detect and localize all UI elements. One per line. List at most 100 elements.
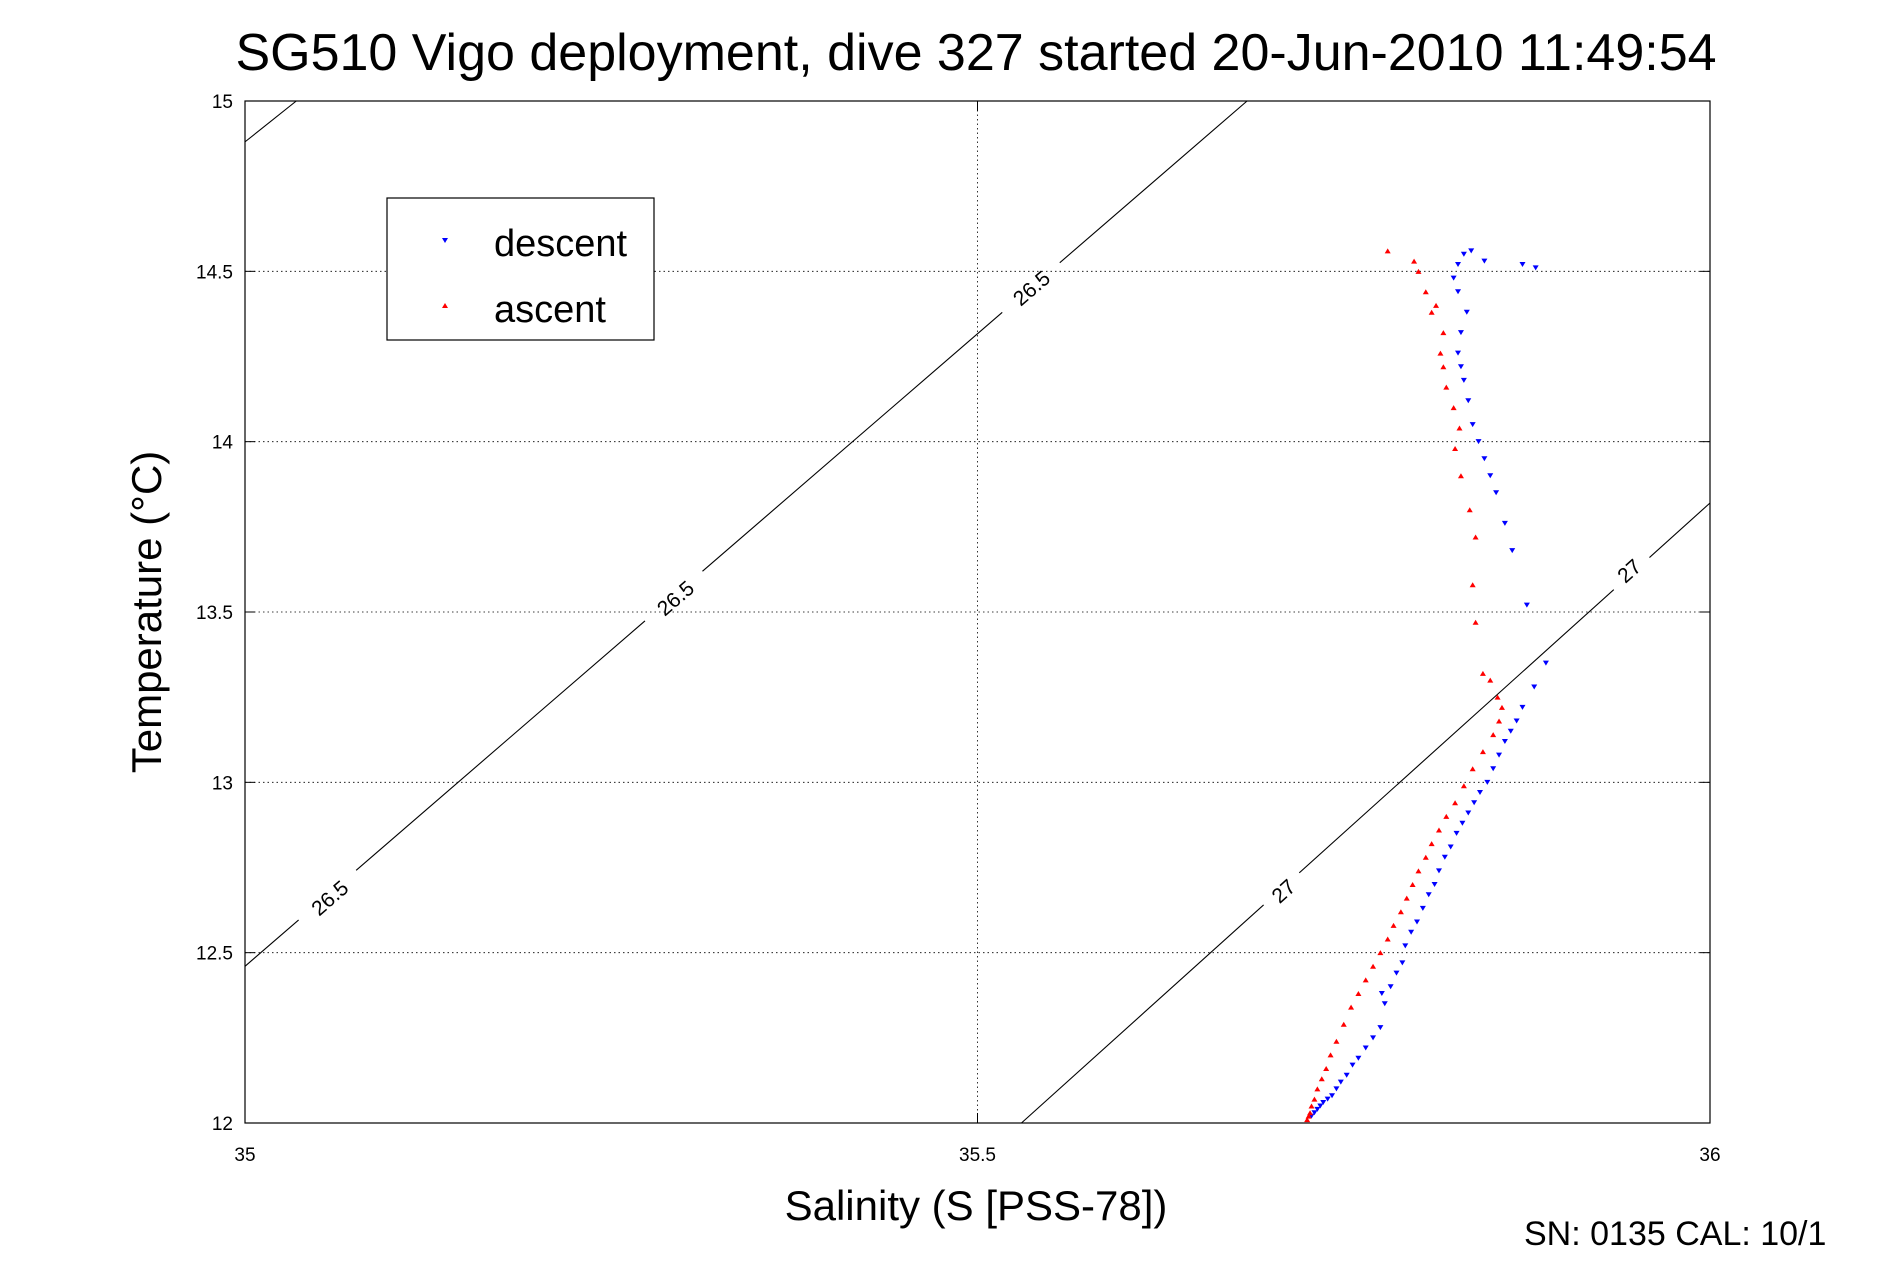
descent-point xyxy=(1519,704,1526,710)
ascent-point xyxy=(1457,473,1464,479)
legend-descent-label: descent xyxy=(494,223,628,265)
descent-point xyxy=(1447,844,1454,850)
descent-point xyxy=(1317,1103,1324,1109)
ascent-point xyxy=(1422,854,1429,860)
density-contour-line xyxy=(244,100,297,143)
legend-ascent-marker xyxy=(442,303,448,308)
y-tick-label: 15 xyxy=(212,92,233,113)
ascent-point xyxy=(1450,405,1457,411)
contour-label: 26.5 xyxy=(307,876,353,920)
chart-title: SG510 Vigo deployment, dive 327 started … xyxy=(235,24,1716,82)
ascent-point xyxy=(1460,783,1467,789)
y-tick-label: 12.5 xyxy=(196,944,233,965)
descent-point xyxy=(1362,1045,1369,1051)
descent-point xyxy=(1493,490,1500,496)
contour-label: 27 xyxy=(1268,875,1301,908)
ascent-point xyxy=(1428,841,1435,847)
legend-ascent-label: ascent xyxy=(494,289,606,331)
ascent-point xyxy=(1305,1113,1312,1119)
ascent-point xyxy=(1377,950,1384,956)
descent-point xyxy=(1377,1025,1384,1031)
descent-point xyxy=(1513,718,1520,724)
ascent-point xyxy=(1340,1021,1347,1027)
descent-point xyxy=(1408,929,1415,935)
ascent-point xyxy=(1443,384,1450,390)
descent-point xyxy=(1471,800,1478,806)
descent-point xyxy=(1441,854,1448,860)
ascent-point xyxy=(1327,1052,1334,1058)
ascent-point xyxy=(1452,800,1459,806)
ascent-point xyxy=(1397,909,1404,915)
x-axis-title: Salinity (S [PSS-78]) xyxy=(785,1182,1168,1229)
descent-point xyxy=(1314,1106,1321,1112)
descent-point xyxy=(1468,248,1475,254)
descent-point xyxy=(1414,919,1420,925)
data-points xyxy=(1304,248,1549,1123)
ascent-point xyxy=(1384,248,1391,254)
ascent-point xyxy=(1490,732,1497,738)
descent-point xyxy=(1431,882,1438,888)
descent-point xyxy=(1460,377,1467,383)
ascent-point xyxy=(1390,922,1397,928)
ascent-point xyxy=(1323,1065,1330,1071)
ascent-point xyxy=(1362,977,1369,983)
ascent-point xyxy=(1437,350,1444,356)
y-tick-label: 14 xyxy=(212,433,234,454)
x-tick-label: 36 xyxy=(1699,1145,1720,1166)
ascent-point xyxy=(1472,534,1479,540)
descent-point xyxy=(1320,1100,1327,1106)
ascent-point xyxy=(1466,507,1473,513)
ascent-point xyxy=(1440,364,1447,370)
ascent-point xyxy=(1409,882,1416,888)
descent-point xyxy=(1469,422,1476,428)
ascent-point xyxy=(1472,619,1479,625)
descent-point xyxy=(1509,548,1516,554)
y-axis-title: Temperature (°C) xyxy=(123,451,170,774)
axis-ticks: 35 35.5 36 12 12.5 13 13.5 14 14.5 15 xyxy=(196,92,1721,1166)
descent-point xyxy=(1329,1093,1336,1099)
ascent-point xyxy=(1415,268,1422,274)
y-tick-label: 13.5 xyxy=(196,603,233,624)
serial-calibration-footer: SN: 0135 CAL: 10/1 xyxy=(1524,1215,1826,1253)
density-contour-line xyxy=(1021,502,1711,1124)
ascent-point xyxy=(1304,1117,1311,1123)
ascent-point xyxy=(1435,827,1442,833)
ascent-point xyxy=(1428,309,1435,315)
descent-point xyxy=(1435,868,1442,874)
descent-point xyxy=(1455,289,1462,295)
ascent-point xyxy=(1469,582,1476,588)
descent-point xyxy=(1455,262,1462,268)
ascent-point xyxy=(1456,425,1463,431)
ascent-point xyxy=(1318,1076,1325,1082)
descent-point xyxy=(1453,830,1460,836)
descent-point xyxy=(1370,1035,1377,1041)
descent-point xyxy=(1393,970,1400,976)
descent-point xyxy=(1475,439,1482,445)
ascent-point xyxy=(1487,677,1494,683)
descent-point xyxy=(1465,810,1472,816)
contour-label: 26.5 xyxy=(653,577,699,621)
contour-label: 27 xyxy=(1613,555,1646,588)
ascent-point xyxy=(1348,1004,1355,1010)
ascent-point xyxy=(1370,963,1377,969)
ascent-point xyxy=(1443,813,1450,819)
descent-point xyxy=(1455,350,1462,356)
ascent-point xyxy=(1479,749,1486,755)
descent-point xyxy=(1343,1072,1350,1078)
ascent-point xyxy=(1496,718,1503,724)
descent-point xyxy=(1425,892,1432,898)
ascent-point xyxy=(1384,936,1391,942)
descent-point xyxy=(1490,766,1497,772)
ascent-point xyxy=(1452,445,1459,451)
descent-point xyxy=(1349,1062,1356,1068)
descent-point xyxy=(1402,943,1409,949)
y-tick-label: 13 xyxy=(212,773,233,794)
descent-point xyxy=(1481,258,1488,264)
ascent-point xyxy=(1440,330,1447,336)
descent-point xyxy=(1542,660,1549,666)
density-contour-line xyxy=(244,100,1248,967)
descent-point xyxy=(1419,905,1426,911)
descent-point xyxy=(1531,684,1538,690)
ascent-point xyxy=(1355,991,1362,997)
